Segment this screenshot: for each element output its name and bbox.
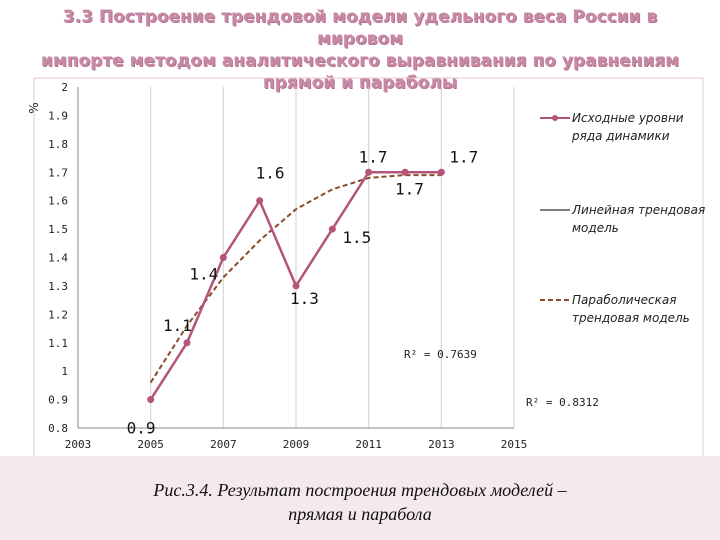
data-point [365, 168, 373, 176]
legend-label: трендовая модель [572, 311, 690, 325]
title-line-2: импорте методом аналитического выравнива… [40, 51, 680, 71]
legend-label: модель [572, 221, 619, 235]
r-squared-linear: R² = 0.7639 [404, 348, 477, 361]
x-tick-label: 2003 [65, 438, 92, 451]
legend-label: Исходные уровни [572, 111, 684, 125]
y-tick-label: 1.5 [48, 223, 68, 236]
data-label: 1.1 [163, 316, 192, 335]
caption-line-1: Рис.3.4. Результат построения трендовых … [153, 480, 567, 500]
data-point [401, 168, 409, 176]
legend-label: ряда динамики [571, 129, 670, 143]
data-label: 0.9 [127, 419, 156, 438]
y-tick-label: 1.2 [48, 308, 68, 321]
data-label: 1.7 [449, 147, 478, 166]
data-point [219, 254, 227, 261]
data-point [256, 197, 264, 205]
parabolic-trend-line [149, 174, 442, 384]
x-tick-label: 2005 [137, 438, 164, 451]
r-squared-parabolic: R² = 0.8312 [526, 396, 599, 409]
x-tick-label: 2015 [501, 438, 528, 451]
legend-label: Параболическая [572, 293, 676, 307]
x-tick-label: 2011 [355, 438, 382, 451]
data-label: 1.5 [342, 228, 371, 247]
x-tick-label: 2013 [428, 438, 455, 451]
y-tick-label: 1 [61, 365, 68, 378]
y-tick-label: 0.9 [48, 394, 68, 407]
y-tick-label: 1.7 [48, 166, 68, 179]
data-point [328, 225, 336, 233]
data-label: 1.4 [189, 265, 218, 284]
data-label: 1.7 [359, 147, 388, 166]
y-tick-label: 0.8 [48, 422, 68, 435]
caption-line-2: прямая и парабола [288, 504, 432, 524]
caption-band [0, 456, 720, 540]
data-label: 1.6 [256, 164, 285, 183]
y-tick-label: 2 [61, 81, 68, 94]
y-tick-label: 1.6 [48, 195, 68, 208]
y-tick-label: 1.3 [48, 280, 68, 293]
title-line-1: 3.3 Построение трендовой модели удельног… [62, 7, 658, 49]
x-tick-label: 2009 [283, 438, 310, 451]
data-point [147, 396, 155, 404]
y-tick-label: 1.4 [48, 252, 68, 265]
y-tick-label: 1.8 [48, 138, 68, 151]
legend-marker [552, 115, 558, 121]
data-label: 1.7 [395, 179, 424, 198]
y-tick-label: 1.1 [48, 337, 68, 350]
data-point [437, 168, 445, 176]
x-tick-label: 2007 [210, 438, 237, 451]
legend-label: Линейная трендовая [571, 203, 705, 217]
data-point [183, 339, 191, 347]
y-axis-label: % [27, 102, 41, 113]
y-tick-label: 1.9 [48, 109, 68, 122]
data-point [292, 282, 300, 290]
figure-caption: Рис.3.4. Результат построения трендовых … [60, 478, 660, 526]
data-label: 1.3 [290, 289, 319, 308]
